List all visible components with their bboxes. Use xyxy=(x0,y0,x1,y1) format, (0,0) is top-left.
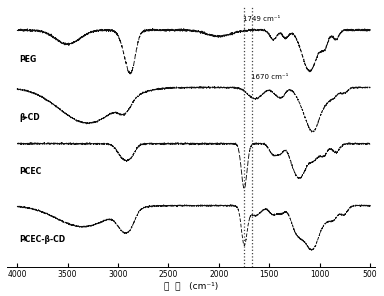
Text: PCEC-β-CD: PCEC-β-CD xyxy=(19,235,65,244)
Text: PCEC: PCEC xyxy=(19,167,41,176)
Text: 1670 cm⁻¹: 1670 cm⁻¹ xyxy=(251,74,288,80)
Text: 1749 cm⁻¹: 1749 cm⁻¹ xyxy=(243,16,280,22)
Text: PEG: PEG xyxy=(19,55,36,64)
Text: β-CD: β-CD xyxy=(19,113,40,122)
X-axis label: 波  数   (cm⁻¹): 波 数 (cm⁻¹) xyxy=(164,281,218,290)
